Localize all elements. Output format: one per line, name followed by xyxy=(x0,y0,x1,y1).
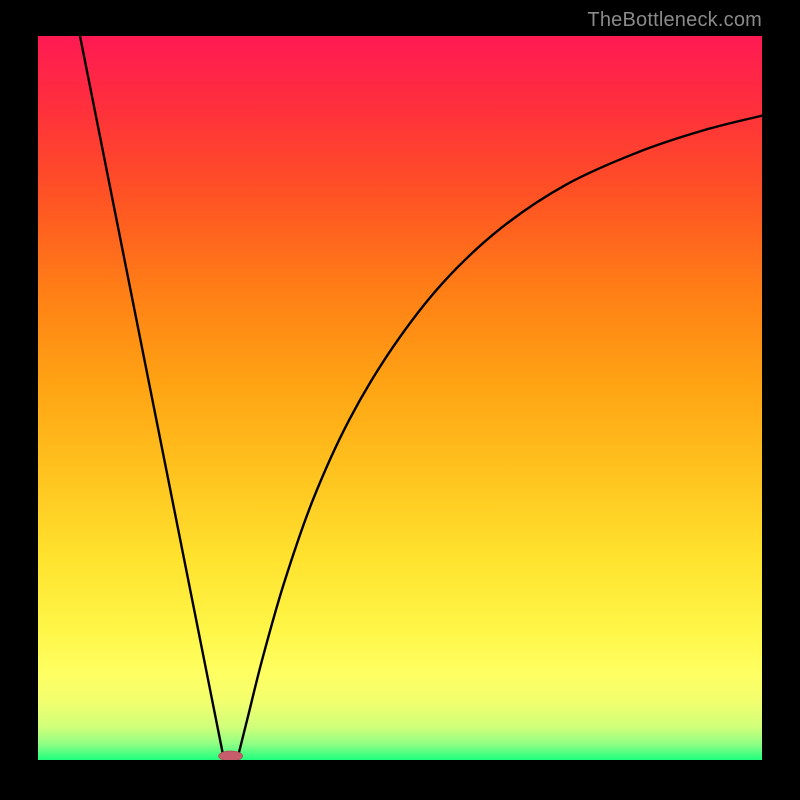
curve-left-branch xyxy=(80,36,224,760)
cusp-marker xyxy=(219,751,243,760)
curve-right-branch xyxy=(237,116,762,760)
bottleneck-curve xyxy=(38,36,762,760)
watermark-text: TheBottleneck.com xyxy=(587,9,762,32)
plot-frame xyxy=(38,36,762,760)
chart-container: TheBottleneck.com xyxy=(0,0,800,800)
